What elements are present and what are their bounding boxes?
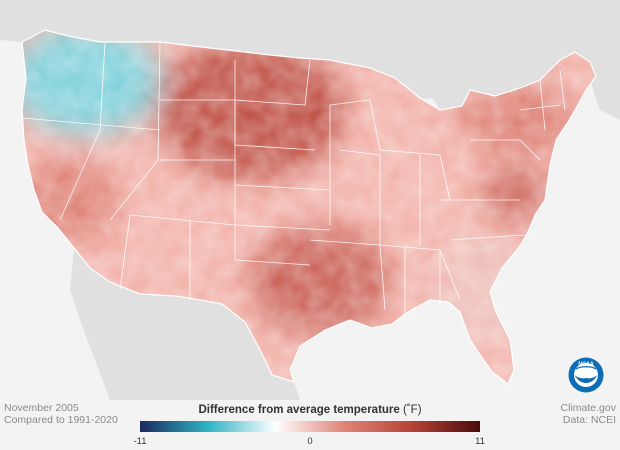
logo-bird-icon	[574, 375, 598, 383]
legend-tick-zero: 0	[307, 436, 313, 447]
state-borders	[21, 41, 566, 320]
legend-tick-max: 11	[475, 436, 485, 447]
legend-tick-min: -11	[133, 436, 147, 447]
data-source-label: Data: NCEI	[562, 414, 616, 426]
footer-left: November 2005 Compared to 1991-2020	[4, 402, 118, 426]
temperature-anomaly-map	[0, 0, 620, 400]
canada-land	[0, 0, 620, 120]
mexico-land	[70, 248, 300, 400]
period-label: November 2005	[4, 402, 79, 414]
baseline-label: Compared to 1991-2020	[4, 414, 118, 426]
us-outline	[21, 29, 597, 385]
footer-right: Climate.gov Data: NCEI	[561, 402, 616, 426]
legend-title: Difference from average temperature (˚F)	[140, 404, 480, 416]
map-svg	[0, 0, 620, 400]
logo-text: NOAA	[578, 362, 594, 368]
legend-unit-text: (˚F)	[403, 404, 422, 416]
legend-color-bar	[140, 421, 480, 432]
source-site-label: Climate.gov	[560, 402, 616, 414]
noaa-logo: NOAA	[568, 357, 604, 393]
legend-title-text: Difference from average temperature	[198, 404, 400, 416]
logo-arc-icon	[575, 366, 597, 370]
baja-peninsula	[80, 282, 130, 392]
